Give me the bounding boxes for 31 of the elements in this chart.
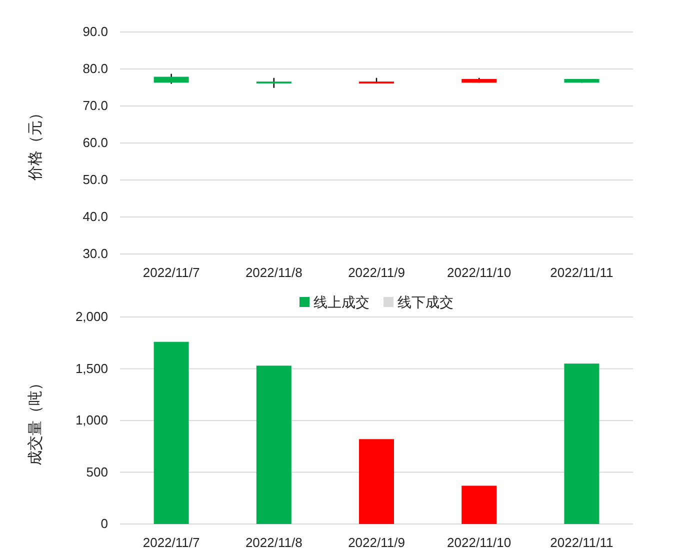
y-tick-label: 30.0	[82, 246, 108, 261]
y-tick-label: 80.0	[82, 61, 108, 76]
y-tick-label: 1,500	[75, 360, 108, 376]
y-tick-label: 70.0	[82, 98, 108, 113]
x-tick-label: 2022/11/9	[348, 535, 405, 550]
bar	[154, 342, 189, 524]
y-tick-label: 1,000	[75, 412, 108, 428]
y-tick-label: 2,000	[75, 309, 108, 324]
x-tick-label: 2022/11/11	[550, 265, 614, 280]
y-tick-label: 500	[86, 464, 108, 480]
bar	[564, 364, 600, 524]
y-tick-label: 60.0	[82, 135, 108, 150]
y-tick-label: 50.0	[82, 172, 108, 187]
x-tick-label: 2022/11/8	[245, 535, 302, 550]
bar	[256, 366, 292, 524]
y-axis-title: 成交量（吨）	[27, 376, 44, 466]
x-tick-label: 2022/11/7	[142, 265, 200, 280]
legend-label: 线下成交	[398, 294, 454, 310]
x-tick-label: 2022/11/8	[245, 265, 302, 280]
bar	[462, 486, 497, 524]
x-tick-label: 2022/11/10	[447, 265, 512, 280]
x-tick-label: 2022/11/11	[550, 535, 614, 550]
x-tick-label: 2022/11/10	[447, 535, 512, 550]
legend-label: 线上成交	[314, 294, 370, 310]
y-tick-label: 90.0	[82, 24, 108, 39]
x-tick-label: 2022/11/9	[348, 265, 405, 280]
y-tick-label: 0	[100, 516, 108, 531]
bar	[359, 439, 394, 524]
y-axis-title: 价格（元）	[27, 106, 44, 182]
y-tick-label: 40.0	[82, 209, 108, 224]
x-tick-label: 2022/11/7	[142, 535, 200, 550]
